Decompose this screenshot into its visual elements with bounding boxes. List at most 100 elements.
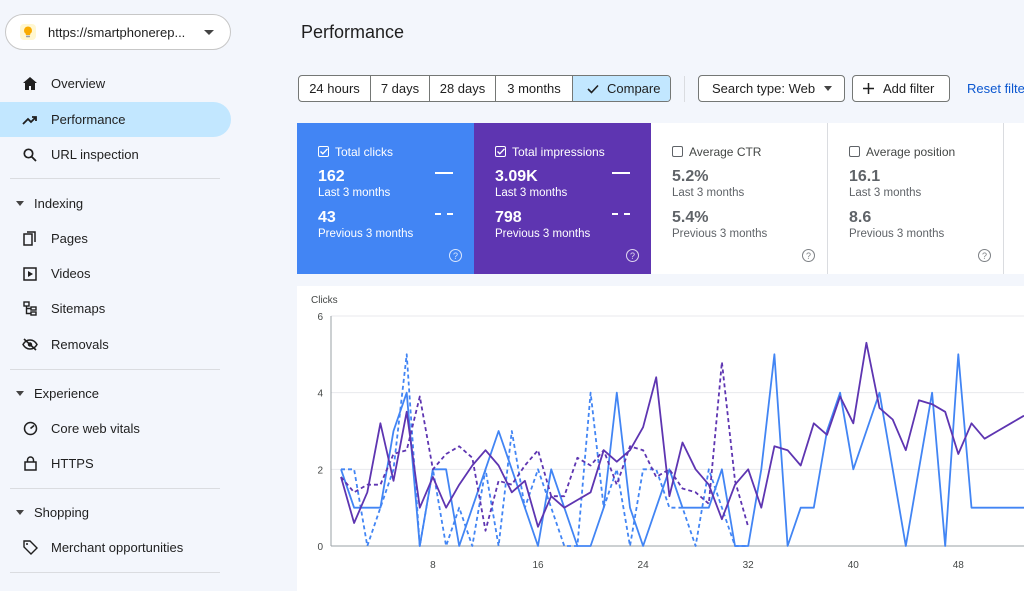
- metric-card-total-impressions[interactable]: Total impressions 3.09K Last 3 months 79…: [474, 123, 651, 274]
- x-tick-label: 32: [743, 560, 755, 571]
- series-line-clicks_previous: [341, 353, 749, 547]
- help-icon[interactable]: ?: [978, 249, 991, 262]
- help-icon[interactable]: ?: [802, 249, 815, 262]
- metric-value: 3.09K: [495, 168, 538, 185]
- range-24-hours[interactable]: 24 hours: [299, 76, 371, 101]
- metric-prev-value: 43: [318, 209, 336, 226]
- y-tick-label: 6: [317, 312, 323, 323]
- y-tick-label: 2: [317, 465, 323, 476]
- sidebar-item-sitemaps[interactable]: Sitemaps: [0, 291, 231, 326]
- range-28-days[interactable]: 28 days: [430, 76, 496, 101]
- plus-icon: [863, 83, 874, 94]
- sidebar: https://smartphonerep... Overview Perfor…: [0, 0, 240, 591]
- y-tick-label: 0: [317, 542, 323, 553]
- divider: [10, 488, 220, 489]
- section-title: Experience: [34, 385, 100, 401]
- y-axis-label: Clicks: [311, 295, 338, 306]
- sidebar-item-label: Overview: [51, 76, 106, 91]
- toolbar-divider: [684, 76, 685, 102]
- divider: [10, 369, 220, 370]
- sidebar-item-label: Performance: [51, 112, 126, 127]
- solid-line-legend: [435, 172, 453, 174]
- sidebar-item-label: URL inspection: [51, 147, 139, 162]
- metric-prev-period: Previous 3 months: [495, 228, 591, 240]
- tag-icon: [22, 540, 38, 556]
- sidebar-item-videos[interactable]: Videos: [0, 256, 231, 291]
- search-icon: [22, 147, 38, 163]
- check-icon: [587, 84, 599, 94]
- sidebar-item-label: Removals: [51, 337, 109, 352]
- sidebar-item-label: Pages: [51, 231, 88, 246]
- caret-down-icon: [16, 509, 24, 515]
- lightbulb-icon: [20, 24, 36, 40]
- x-tick-label: 48: [953, 560, 965, 571]
- sidebar-item-removals[interactable]: Removals: [0, 327, 231, 362]
- metric-card-total-clicks[interactable]: Total clicks 162 Last 3 months 43 Previo…: [297, 123, 474, 274]
- sidebar-item-performance[interactable]: Performance: [0, 102, 231, 137]
- help-icon[interactable]: ?: [449, 249, 462, 262]
- metric-title: Average CTR: [689, 145, 762, 159]
- property-selector[interactable]: https://smartphonerep...: [5, 14, 231, 50]
- dashed-line-legend: [435, 213, 453, 215]
- sidebar-item-merchant-opportunities[interactable]: Merchant opportunities: [0, 530, 231, 565]
- section-title: Indexing: [34, 195, 84, 211]
- add-filter-label: Add filter: [883, 81, 935, 96]
- divider: [10, 572, 220, 573]
- date-range-selector: 24 hours 7 days 28 days 3 months Compare: [298, 75, 671, 102]
- checkbox-checked[interactable]: [318, 146, 329, 157]
- page-title: Performance: [301, 22, 405, 42]
- search-type-label: Search type: Web: [712, 81, 816, 96]
- caret-down-icon: [16, 390, 24, 396]
- sidebar-item-label: Merchant opportunities: [51, 540, 184, 555]
- property-url: https://smartphonerep...: [48, 24, 186, 40]
- pages-icon: [22, 231, 38, 247]
- sitemap-icon: [22, 301, 38, 317]
- metric-value: 5.2%: [672, 168, 709, 185]
- metric-title: Average position: [866, 145, 956, 159]
- search-type-filter[interactable]: Search type: Web: [698, 75, 845, 102]
- metric-prev-period: Previous 3 months: [672, 228, 768, 240]
- trending-up-icon: [22, 112, 38, 128]
- metric-prev-period: Previous 3 months: [849, 228, 945, 240]
- range-compare[interactable]: Compare: [573, 76, 670, 101]
- caret-down-icon: [824, 86, 833, 91]
- sidebar-item-url-inspection[interactable]: URL inspection: [0, 137, 231, 172]
- series-line-impressions_current: [340, 341, 1024, 528]
- help-icon[interactable]: ?: [626, 249, 639, 262]
- metric-period: Last 3 months: [849, 187, 922, 199]
- metric-title: Total clicks: [335, 145, 394, 159]
- sidebar-item-overview[interactable]: Overview: [0, 66, 231, 101]
- checkbox-checked[interactable]: [495, 146, 506, 157]
- range-7-days[interactable]: 7 days: [371, 76, 430, 101]
- metric-cards: Total clicks 162 Last 3 months 43 Previo…: [297, 123, 1024, 274]
- metric-title: Total impressions: [512, 145, 605, 159]
- section-shopping[interactable]: Shopping: [0, 497, 231, 527]
- x-tick-label: 24: [638, 560, 650, 571]
- section-experience[interactable]: Experience: [0, 378, 231, 408]
- checkbox-unchecked[interactable]: [849, 146, 860, 157]
- add-filter-button[interactable]: Add filter: [852, 75, 950, 102]
- section-title: Shopping: [34, 504, 89, 520]
- section-indexing[interactable]: Indexing: [0, 188, 231, 218]
- metric-prev-period: Previous 3 months: [318, 228, 414, 240]
- sidebar-item-core-web-vitals[interactable]: Core web vitals: [0, 411, 231, 446]
- performance-chart-panel: Clicks 0 2 4 6 8 16 24 32 40 48: [297, 286, 1024, 591]
- series-line-impressions_previous: [340, 361, 750, 532]
- metric-card-average-ctr[interactable]: Average CTR 5.2% Last 3 months 5.4% Prev…: [651, 123, 828, 274]
- metric-prev-value: 798: [495, 209, 522, 226]
- main-content: Performance 24 hours 7 days 28 days 3 mo…: [240, 0, 1024, 591]
- y-tick-label: 4: [317, 389, 323, 400]
- range-3-months[interactable]: 3 months: [496, 76, 573, 101]
- x-tick-label: 8: [430, 560, 436, 571]
- metric-card-average-position[interactable]: Average position 16.1 Last 3 months 8.6 …: [828, 123, 1004, 274]
- metric-period: Last 3 months: [318, 187, 391, 199]
- sidebar-item-label: Core web vitals: [51, 421, 140, 436]
- sidebar-item-https[interactable]: HTTPS: [0, 446, 231, 481]
- caret-down-icon: [16, 200, 24, 206]
- checkbox-unchecked[interactable]: [672, 146, 683, 157]
- reset-filters-link[interactable]: Reset filters: [967, 81, 1024, 96]
- video-icon: [22, 266, 38, 282]
- solid-line-legend: [612, 172, 630, 174]
- sidebar-item-pages[interactable]: Pages: [0, 221, 231, 256]
